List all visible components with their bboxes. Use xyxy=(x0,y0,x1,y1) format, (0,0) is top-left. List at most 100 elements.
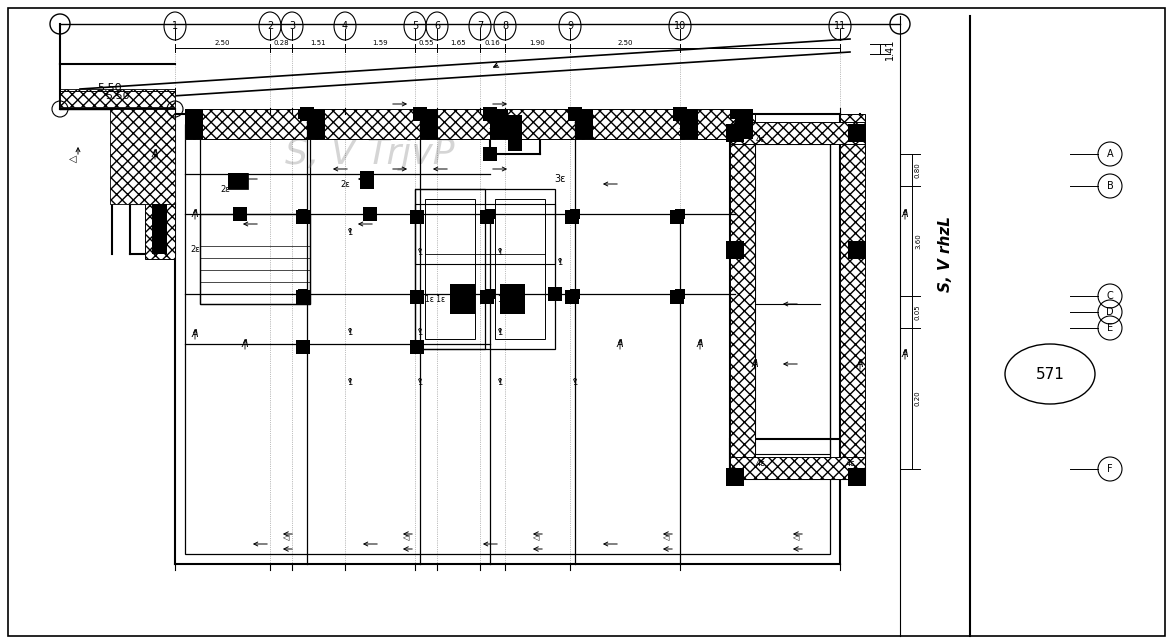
Bar xyxy=(296,210,310,224)
Bar xyxy=(726,241,744,259)
Bar xyxy=(425,199,475,339)
Text: 0.28: 0.28 xyxy=(273,40,289,46)
Text: 9: 9 xyxy=(567,21,574,31)
Text: 4ε: 4ε xyxy=(845,460,855,468)
Bar xyxy=(145,199,175,259)
Bar xyxy=(298,289,308,299)
Bar xyxy=(110,109,175,204)
Text: 7: 7 xyxy=(477,21,483,31)
Text: E: E xyxy=(1107,323,1113,333)
Text: A: A xyxy=(902,209,908,219)
Text: 1: 1 xyxy=(497,328,502,337)
Text: ◁: ◁ xyxy=(401,533,408,542)
Bar xyxy=(848,241,866,259)
Text: 2ε: 2ε xyxy=(340,180,350,189)
Bar xyxy=(730,109,740,119)
Text: 1ε 1.3: 1ε 1.3 xyxy=(499,294,522,303)
Bar xyxy=(568,107,582,121)
Bar xyxy=(730,439,865,479)
Text: 0.05: 0.05 xyxy=(915,304,921,320)
Bar xyxy=(300,107,314,121)
Bar xyxy=(201,214,310,304)
Text: 1: 1 xyxy=(497,377,502,386)
Text: 2ε: 2ε xyxy=(418,122,428,131)
Text: 1: 1 xyxy=(418,377,422,386)
Text: 2ε: 2ε xyxy=(678,122,687,131)
Text: S, V TrjvP: S, V TrjvP xyxy=(285,137,455,171)
Text: 2: 2 xyxy=(267,21,273,31)
Bar xyxy=(233,207,248,221)
Text: 1: 1 xyxy=(347,377,353,386)
Bar xyxy=(413,107,427,121)
Bar xyxy=(673,107,687,121)
Text: 5.50: 5.50 xyxy=(106,91,130,101)
Bar xyxy=(185,109,203,139)
Text: 1: 1 xyxy=(172,21,178,31)
Bar xyxy=(848,468,866,486)
Text: A: A xyxy=(856,359,863,369)
Text: 2ε: 2ε xyxy=(305,122,314,131)
Text: 571: 571 xyxy=(1036,366,1064,381)
Text: A: A xyxy=(697,339,704,349)
Bar xyxy=(483,107,497,121)
Text: S, V rhzL: S, V rhzL xyxy=(937,216,952,292)
Text: F: F xyxy=(1107,464,1113,474)
Bar xyxy=(730,122,865,144)
Text: 3ε: 3ε xyxy=(555,174,565,184)
Text: 1.51: 1.51 xyxy=(311,40,326,46)
Text: 1ε 1ε: 1ε 1ε xyxy=(425,294,445,303)
Bar xyxy=(508,115,522,151)
Text: A: A xyxy=(191,209,198,219)
Bar xyxy=(228,173,248,189)
Text: 1.65: 1.65 xyxy=(450,40,467,46)
Text: 1: 1 xyxy=(347,328,353,337)
Bar xyxy=(425,214,545,254)
Bar xyxy=(674,109,685,119)
Bar xyxy=(483,147,497,161)
Text: 1: 1 xyxy=(557,258,563,267)
Text: 0.80: 0.80 xyxy=(915,162,921,178)
Bar xyxy=(565,210,579,224)
Text: ◁: ◁ xyxy=(531,533,538,542)
Bar xyxy=(411,290,423,304)
Text: 2ε: 2ε xyxy=(574,122,583,131)
Text: 5.50: 5.50 xyxy=(97,83,122,93)
Text: 6: 6 xyxy=(434,21,440,31)
Bar xyxy=(360,171,374,189)
Bar xyxy=(490,109,508,139)
Text: 1.41: 1.41 xyxy=(884,38,895,60)
Bar xyxy=(362,207,377,221)
Bar xyxy=(500,284,526,314)
Text: 0.55: 0.55 xyxy=(419,40,434,46)
Bar xyxy=(495,199,545,339)
Bar xyxy=(298,109,308,119)
Bar xyxy=(152,204,167,254)
Bar xyxy=(415,204,555,264)
Bar xyxy=(575,109,594,139)
Text: D: D xyxy=(1106,307,1114,317)
Bar xyxy=(296,340,310,354)
Bar xyxy=(60,89,175,107)
Text: 3: 3 xyxy=(289,21,296,31)
Text: 2ε: 2ε xyxy=(190,122,199,131)
Text: 4ε: 4ε xyxy=(755,460,765,468)
Bar xyxy=(570,109,579,119)
Text: 1: 1 xyxy=(497,247,502,256)
Text: ◁: ◁ xyxy=(282,533,289,542)
Text: ◁: ◁ xyxy=(792,533,799,542)
Text: ◁: ◁ xyxy=(69,154,76,164)
Text: A: A xyxy=(191,329,198,339)
Text: A: A xyxy=(752,359,758,369)
Bar xyxy=(484,209,495,219)
Text: 0.20: 0.20 xyxy=(915,391,921,406)
Bar xyxy=(726,124,744,142)
Text: C: C xyxy=(1106,291,1113,301)
Text: 1.59: 1.59 xyxy=(372,40,388,46)
Text: 1: 1 xyxy=(572,377,577,386)
Text: 4ε: 4ε xyxy=(755,135,765,144)
Text: 10: 10 xyxy=(673,21,686,31)
Text: 1: 1 xyxy=(418,247,422,256)
Bar xyxy=(185,109,735,139)
Text: 2ε: 2ε xyxy=(488,122,497,131)
Bar xyxy=(228,173,248,189)
